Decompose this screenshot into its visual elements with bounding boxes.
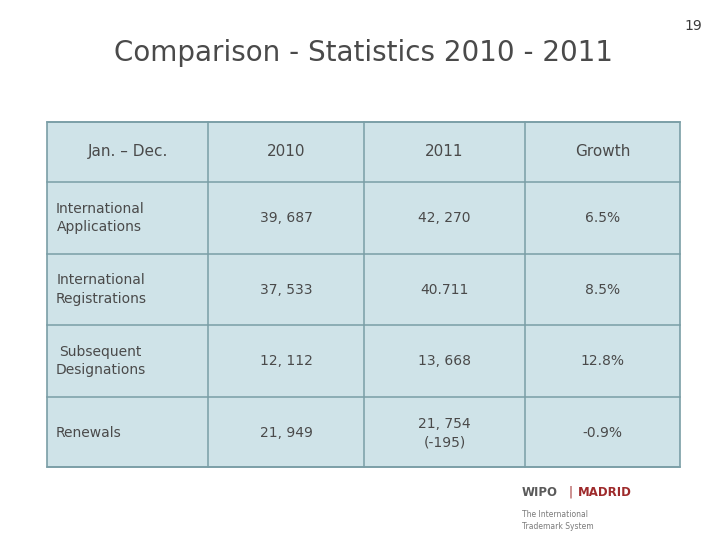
- Text: The International
Trademark System: The International Trademark System: [522, 510, 593, 531]
- Text: 40.711: 40.711: [420, 282, 469, 296]
- Text: International
Applications: International Applications: [55, 201, 144, 234]
- Text: 19: 19: [684, 19, 702, 33]
- Text: International
Registrations: International Registrations: [55, 273, 146, 306]
- Text: WIPO: WIPO: [522, 486, 558, 499]
- Text: Subsequent
Designations: Subsequent Designations: [55, 345, 145, 377]
- Text: 39, 687: 39, 687: [259, 211, 312, 225]
- Text: 6.5%: 6.5%: [585, 211, 621, 225]
- Text: 37, 533: 37, 533: [260, 282, 312, 296]
- Text: 12.8%: 12.8%: [581, 354, 625, 368]
- Text: 8.5%: 8.5%: [585, 282, 621, 296]
- Text: Jan. – Dec.: Jan. – Dec.: [87, 144, 168, 159]
- Text: MADRID: MADRID: [578, 486, 632, 499]
- Text: 12, 112: 12, 112: [259, 354, 312, 368]
- Text: -0.9%: -0.9%: [582, 426, 623, 440]
- Text: 21, 754
(-195): 21, 754 (-195): [418, 417, 471, 449]
- Text: 2011: 2011: [425, 144, 464, 159]
- Text: Growth: Growth: [575, 144, 631, 159]
- Text: 13, 668: 13, 668: [418, 354, 471, 368]
- Text: 21, 949: 21, 949: [259, 426, 312, 440]
- Text: Renewals: Renewals: [55, 426, 121, 440]
- Text: 2010: 2010: [266, 144, 305, 159]
- Text: Comparison - Statistics 2010 - 2011: Comparison - Statistics 2010 - 2011: [114, 39, 613, 66]
- Text: |: |: [568, 486, 572, 499]
- Text: 42, 270: 42, 270: [418, 211, 471, 225]
